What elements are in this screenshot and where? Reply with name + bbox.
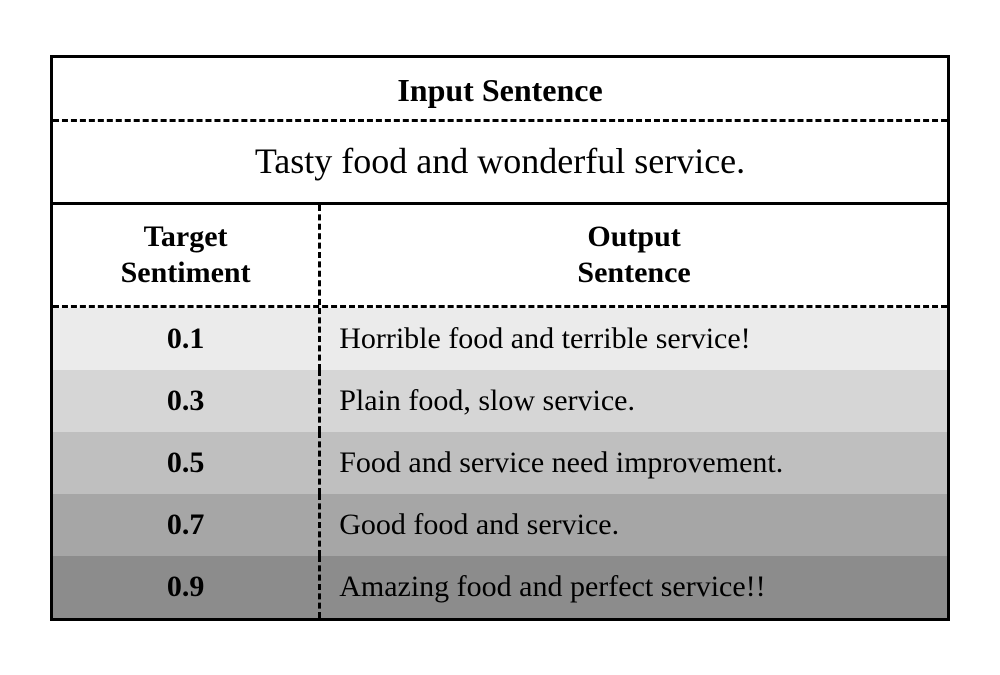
target-sentiment-line1: Target [144, 220, 228, 253]
output-sentence: Amazing food and perfect service!! [321, 556, 947, 618]
subheader-row: Target Sentiment Output Sentence [53, 205, 947, 308]
target-sentiment-line2: Sentiment [121, 256, 251, 289]
output-sentence: Good food and service. [321, 494, 947, 556]
output-sentence: Food and service need improvement. [321, 432, 947, 494]
rows-container: 0.1Horrible food and terrible service!0.… [53, 308, 947, 618]
table-row: 0.7Good food and service. [53, 494, 947, 556]
output-sentence-line2: Sentence [577, 256, 690, 289]
table-row: 0.9Amazing food and perfect service!! [53, 556, 947, 618]
sentiment-value: 0.7 [53, 494, 321, 556]
sentiment-value: 0.5 [53, 432, 321, 494]
input-sentence-text: Tasty food and wonderful service. [53, 122, 947, 205]
sentiment-table: Input Sentence Tasty food and wonderful … [50, 55, 950, 621]
table-row: 0.3Plain food, slow service. [53, 370, 947, 432]
target-sentiment-header: Target Sentiment [53, 205, 321, 305]
output-sentence-header: Output Sentence [321, 205, 947, 305]
output-sentence-line1: Output [587, 220, 680, 253]
table-row: 0.1Horrible food and terrible service! [53, 308, 947, 370]
sentiment-value: 0.1 [53, 308, 321, 370]
table-row: 0.5Food and service need improvement. [53, 432, 947, 494]
sentiment-value: 0.9 [53, 556, 321, 618]
output-sentence: Horrible food and terrible service! [321, 308, 947, 370]
output-sentence: Plain food, slow service. [321, 370, 947, 432]
sentiment-value: 0.3 [53, 370, 321, 432]
input-sentence-header: Input Sentence [53, 58, 947, 122]
